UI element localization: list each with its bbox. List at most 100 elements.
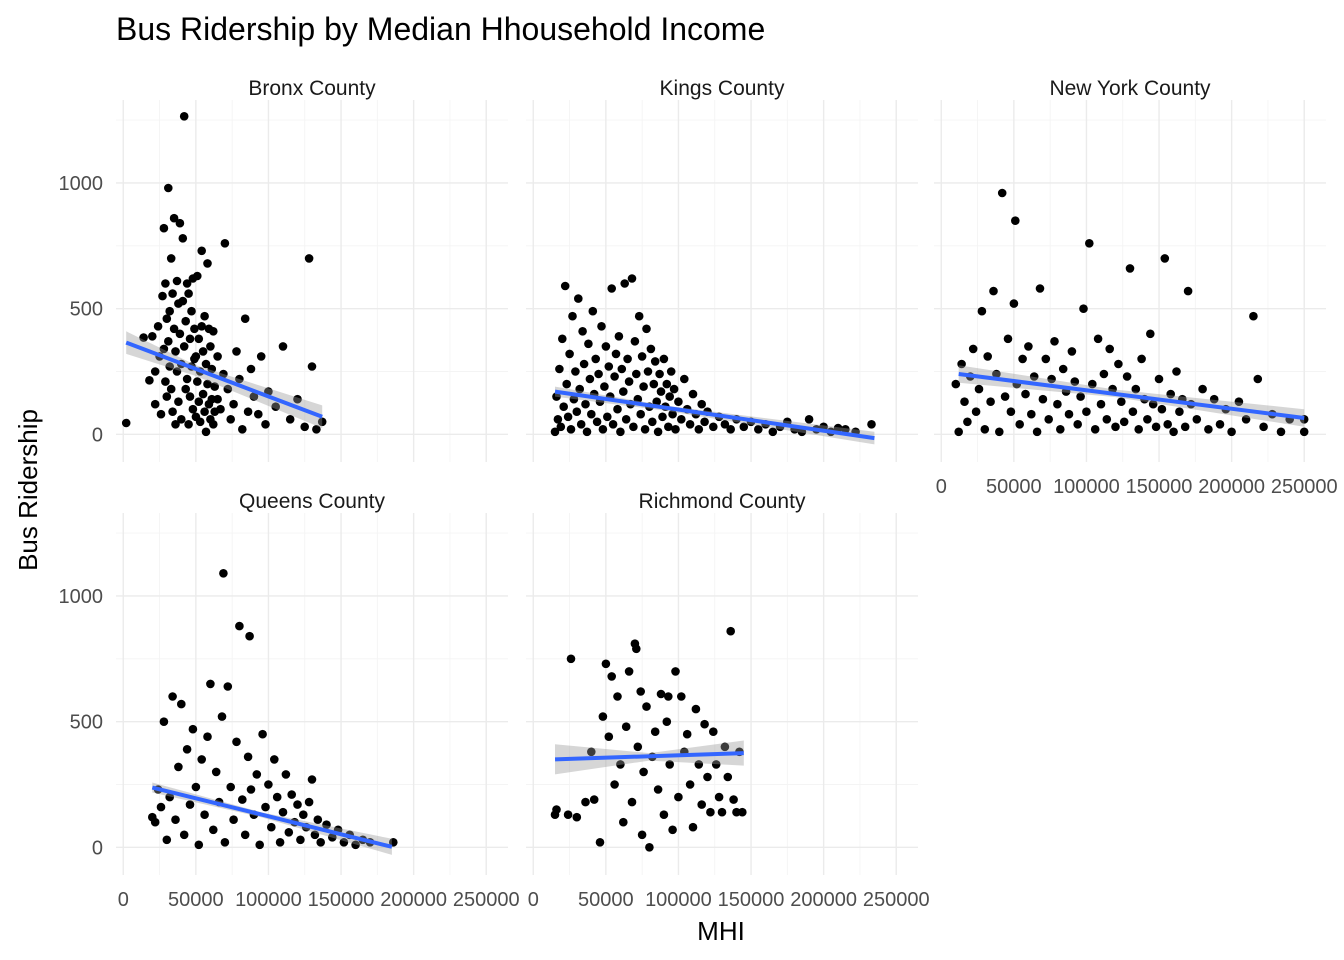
data-point: [717, 807, 727, 817]
data-point: [1128, 407, 1138, 417]
data-point: [169, 324, 179, 334]
data-point: [246, 364, 256, 374]
data-point: [588, 306, 598, 316]
data-point: [296, 835, 305, 845]
data-point: [191, 352, 201, 361]
data-point: [563, 412, 573, 422]
data-point: [249, 392, 259, 401]
data-point: [671, 667, 680, 676]
data-point: [184, 420, 193, 429]
data-point: [604, 732, 614, 741]
data-point: [649, 379, 659, 389]
data-point: [201, 427, 211, 437]
data-point: [1234, 397, 1244, 407]
data-point: [219, 569, 228, 578]
data-point: [738, 807, 747, 817]
data-point: [589, 795, 599, 804]
data-point: [1099, 369, 1109, 379]
data-point: [957, 359, 966, 369]
data-point: [310, 830, 320, 840]
data-point: [1058, 364, 1068, 374]
data-point: [691, 704, 701, 714]
data-point: [613, 404, 622, 414]
y-axis-tick-labels: 0 500 1000 0 500 1000: [59, 173, 104, 859]
x-tick-label: 50000: [578, 889, 634, 911]
data-point: [653, 785, 663, 794]
data-point: [1198, 384, 1207, 394]
data-point: [1146, 329, 1155, 339]
data-point: [1204, 425, 1213, 434]
data-point: [1131, 384, 1141, 394]
data-point: [613, 692, 622, 701]
panel-queens-county: Queens County: [116, 490, 508, 875]
data-point: [639, 382, 648, 391]
data-point: [178, 234, 188, 243]
data-point: [552, 392, 561, 401]
data-point: [1011, 216, 1020, 225]
data-point: [671, 425, 680, 434]
data-point: [197, 755, 206, 764]
data-point: [159, 344, 169, 354]
data-point: [668, 825, 677, 835]
data-point: [980, 425, 990, 434]
data-point: [576, 420, 586, 429]
data-point: [1064, 409, 1074, 419]
data-point: [723, 772, 733, 782]
data-point: [597, 322, 606, 331]
data-point: [739, 422, 749, 432]
data-point: [1105, 344, 1114, 354]
y-tick-label: 1000: [59, 173, 104, 195]
data-point: [581, 399, 590, 409]
data-point: [235, 621, 244, 631]
data-point: [220, 239, 230, 248]
data-point: [194, 840, 204, 850]
data-point: [610, 372, 619, 381]
x-tick-label: 150000: [308, 889, 375, 911]
data-point: [669, 384, 679, 394]
facet-panels: Bronx County Kings County New York County Q…: [116, 77, 1326, 875]
data-point: [621, 722, 631, 731]
data-point: [630, 337, 640, 346]
data-point: [207, 364, 217, 374]
data-point: [1137, 354, 1146, 364]
data-point: [559, 402, 568, 412]
data-point: [642, 324, 651, 334]
data-point: [193, 377, 202, 386]
data-point: [285, 415, 295, 424]
data-point: [1085, 239, 1094, 248]
data-point: [307, 775, 317, 784]
data-point: [674, 792, 683, 802]
x-axis-title: MHI: [697, 916, 745, 946]
data-point: [201, 359, 211, 369]
data-point: [983, 352, 992, 361]
data-point: [1035, 284, 1045, 293]
y-tick-label: 500: [70, 712, 103, 734]
data-point: [1154, 374, 1164, 384]
data-point: [655, 369, 664, 379]
data-point: [1024, 342, 1033, 351]
data-point: [304, 797, 314, 807]
data-point: [1076, 392, 1085, 401]
data-point: [1119, 417, 1129, 427]
data-point: [607, 672, 616, 681]
data-point: [172, 276, 182, 286]
data-point: [706, 807, 715, 817]
data-point: [156, 409, 166, 419]
data-point: [169, 213, 179, 223]
data-point: [312, 425, 321, 434]
data-point: [685, 420, 695, 429]
data-point: [677, 692, 686, 701]
data-point: [255, 840, 264, 850]
x-tick-label: 100000: [645, 889, 712, 911]
data-point: [754, 425, 763, 434]
data-point: [550, 427, 560, 437]
data-point: [1253, 374, 1263, 384]
data-point: [682, 729, 692, 739]
data-point: [1053, 399, 1062, 409]
data-point: [287, 790, 297, 799]
data-point: [159, 717, 169, 726]
data-point: [235, 374, 244, 384]
data-point: [601, 342, 611, 351]
data-point: [1114, 359, 1123, 369]
data-point: [954, 427, 963, 437]
